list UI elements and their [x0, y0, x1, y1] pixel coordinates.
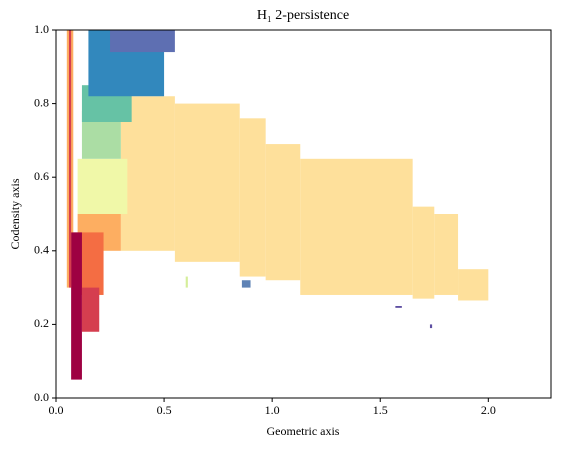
interval-rect — [110, 30, 175, 53]
interval-rect — [429, 324, 433, 329]
x-axis-label: Geometric axis — [267, 424, 340, 438]
y-tick-label: 1.0 — [34, 22, 49, 36]
y-tick-label: 0.4 — [34, 243, 49, 257]
interval-rect — [71, 232, 82, 380]
interval-rect — [185, 276, 188, 288]
interval-rect — [458, 269, 489, 301]
interval-rect — [68, 30, 72, 288]
interval-rect — [239, 118, 266, 277]
interval-rect — [395, 306, 402, 308]
y-tick-label: 0.0 — [34, 390, 49, 404]
y-tick-label: 0.8 — [34, 95, 49, 109]
interval-rect — [174, 103, 240, 262]
interval-rect — [434, 214, 459, 295]
y-axis-label: Codensity axis — [8, 178, 22, 249]
interval-rect — [81, 287, 100, 332]
x-tick-label: 2.0 — [481, 403, 496, 417]
x-tick-label: 0.0 — [49, 403, 64, 417]
x-tick-label: 1.0 — [265, 403, 280, 417]
interval-rect — [300, 158, 413, 295]
x-tick-label: 1.5 — [373, 403, 388, 417]
chart-title: H₁ 2-persistence — [257, 8, 349, 23]
plot-frame — [55, 29, 552, 399]
interval-rect — [412, 206, 435, 299]
interval-rect — [241, 280, 251, 288]
x-tick-label: 0.5 — [157, 403, 172, 417]
y-tick-label: 0.2 — [34, 316, 49, 330]
y-tick-label: 0.6 — [34, 169, 49, 183]
interval-rect — [77, 158, 128, 214]
interval-rect — [265, 144, 301, 281]
